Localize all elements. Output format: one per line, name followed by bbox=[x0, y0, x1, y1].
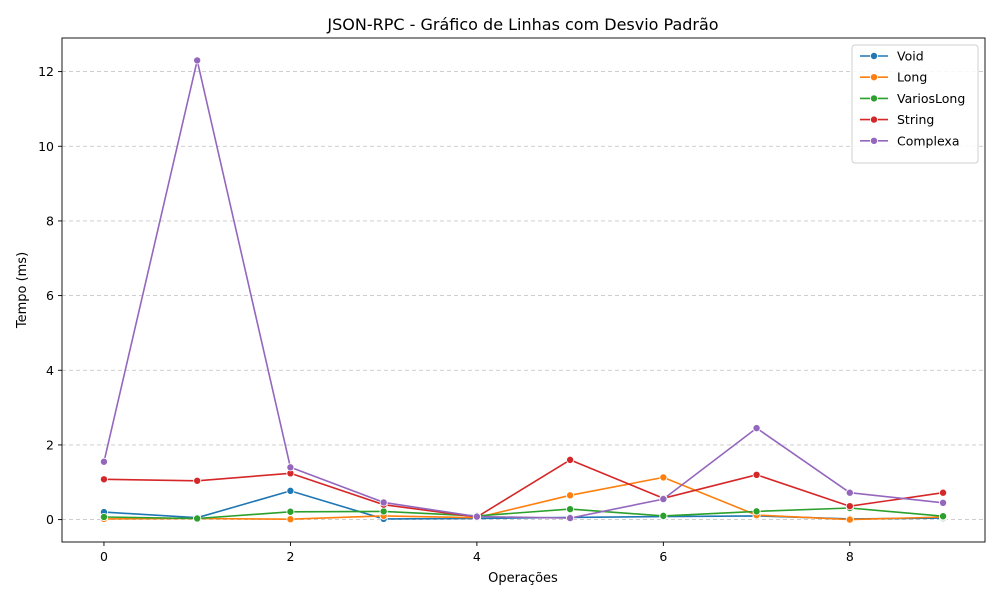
legend-label-complexa: Complexa bbox=[897, 133, 960, 148]
x-tick-label: 0 bbox=[100, 549, 108, 564]
y-tick-label: 4 bbox=[46, 363, 54, 378]
data-point-complexa bbox=[659, 495, 668, 504]
data-point-complexa bbox=[752, 424, 761, 433]
y-tick-label: 12 bbox=[38, 64, 54, 79]
data-point-long bbox=[566, 491, 575, 500]
series-points bbox=[99, 56, 948, 524]
legend-marker-long bbox=[870, 73, 879, 82]
data-point-varioslong bbox=[659, 511, 668, 520]
series-line-long bbox=[103, 476, 944, 521]
data-point-complexa bbox=[939, 498, 948, 507]
y-tick-label: 0 bbox=[46, 512, 54, 527]
data-point-varioslong bbox=[752, 507, 761, 516]
legend-marker-void bbox=[870, 52, 879, 61]
legend-label-long: Long bbox=[897, 70, 927, 85]
data-point-varioslong bbox=[286, 507, 295, 516]
data-point-complexa bbox=[566, 514, 575, 523]
legend-marker-complexa bbox=[870, 136, 879, 145]
data-point-complexa bbox=[286, 463, 295, 472]
x-axis-ticks: 0 2 4 6 8 bbox=[100, 542, 854, 564]
legend-box bbox=[851, 44, 979, 164]
data-point-long bbox=[286, 515, 295, 524]
series-line-string bbox=[103, 459, 944, 518]
data-point-void bbox=[286, 486, 295, 495]
series-lines bbox=[103, 59, 944, 521]
y-axis-label: Tempo (ms) bbox=[15, 252, 30, 329]
legend-label-void: Void bbox=[897, 49, 924, 64]
y-tick-label: 8 bbox=[46, 213, 54, 228]
data-point-complexa bbox=[193, 56, 202, 65]
data-point-varioslong bbox=[99, 512, 108, 521]
data-point-complexa bbox=[99, 457, 108, 466]
data-point-complexa bbox=[845, 488, 854, 497]
data-point-string bbox=[752, 470, 761, 479]
data-point-string bbox=[566, 455, 575, 464]
data-point-string bbox=[99, 475, 108, 484]
series-line-complexa bbox=[103, 59, 944, 519]
legend-marker-varioslong bbox=[870, 94, 879, 103]
data-point-varioslong bbox=[566, 505, 575, 514]
data-point-varioslong bbox=[193, 514, 202, 523]
x-axis-label: Operações bbox=[488, 571, 558, 586]
y-tick-label: 10 bbox=[38, 139, 54, 154]
legend-label-varioslong: VariosLong bbox=[897, 91, 965, 106]
legend-marker-string bbox=[870, 115, 879, 124]
grid-lines bbox=[62, 71, 985, 521]
y-tick-label: 6 bbox=[46, 288, 54, 303]
data-point-string bbox=[193, 476, 202, 485]
y-axis-ticks: 0 2 4 6 8 10 12 bbox=[38, 64, 62, 527]
y-tick-label: 2 bbox=[46, 437, 54, 452]
chart-title: JSON-RPC - Gráfico de Linhas com Desvio … bbox=[326, 15, 718, 34]
data-point-varioslong bbox=[379, 507, 388, 516]
legend-label-string: String bbox=[897, 112, 934, 127]
data-point-long bbox=[845, 515, 854, 524]
data-point-string bbox=[939, 488, 948, 497]
x-tick-label: 2 bbox=[286, 549, 294, 564]
x-tick-label: 6 bbox=[659, 549, 667, 564]
legend: Void Long VariosLong String Complexa bbox=[851, 44, 979, 164]
x-tick-label: 8 bbox=[846, 549, 854, 564]
data-point-complexa bbox=[379, 498, 388, 507]
data-point-complexa bbox=[472, 512, 481, 521]
series-line-varioslong bbox=[103, 507, 944, 520]
data-point-varioslong bbox=[939, 512, 948, 521]
plot-frame bbox=[61, 37, 986, 543]
data-point-long bbox=[659, 473, 668, 482]
x-tick-label: 4 bbox=[473, 549, 481, 564]
data-point-string bbox=[845, 502, 854, 511]
